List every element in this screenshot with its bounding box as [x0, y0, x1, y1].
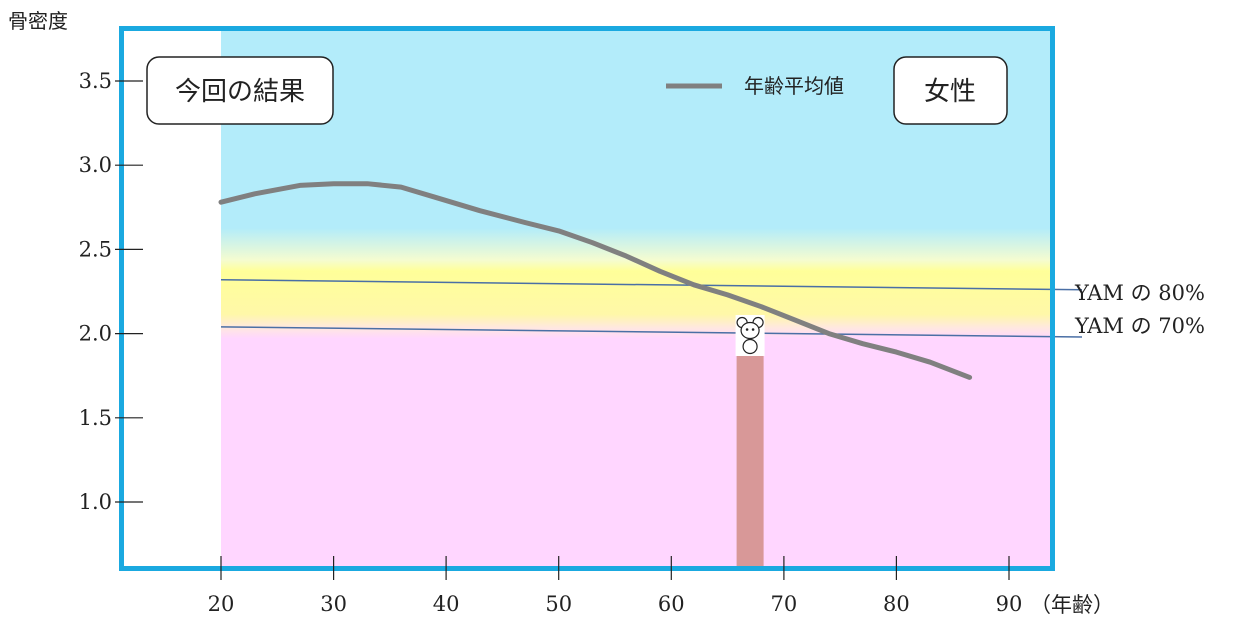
y-tick-label: 2.0	[79, 322, 112, 346]
mascot-icon	[735, 314, 765, 356]
result-marker-group	[735, 314, 765, 568]
result-title: 今回の結果	[175, 77, 305, 107]
gender-box: 女性	[893, 56, 1008, 125]
x-tick-label: 20	[208, 592, 235, 616]
x-tick-label: 30	[320, 592, 347, 616]
y-tick-label: 2.5	[79, 237, 112, 261]
y-axis: 1.0 1.5 2.0 2.5 3.0 3.5	[79, 69, 143, 514]
x-tick-label: 80	[883, 592, 910, 616]
chart-frame	[119, 26, 1055, 571]
ref-label-yam-70: YAM の 70%	[1074, 314, 1205, 338]
ref-label-yam-80: YAM の 80%	[1074, 281, 1205, 305]
reference-line-1	[220, 326, 1083, 338]
result-title-box: 今回の結果	[146, 56, 334, 125]
x-axis-title: （年齢）	[1030, 593, 1114, 617]
x-tick-label: 70	[771, 592, 798, 616]
y-tick-label: 1.0	[79, 490, 112, 514]
x-tick-label: 50	[545, 592, 572, 616]
legend: 年齢平均値	[666, 74, 844, 98]
x-axis: 20 30 40 50 60 70 80 90	[208, 556, 1023, 616]
reference-line-0	[220, 278, 1083, 291]
y-tick-label: 1.5	[79, 406, 112, 430]
series-line-average	[218, 181, 973, 380]
x-tick-label: 60	[658, 592, 685, 616]
legend-label-average: 年齢平均値	[744, 74, 844, 98]
result-bar	[736, 355, 764, 568]
x-tick-label: 40	[433, 592, 460, 616]
x-tick-label: 90	[996, 592, 1023, 616]
gender-label: 女性	[924, 77, 976, 107]
y-axis-title: 骨密度	[8, 9, 68, 33]
y-tick-label: 3.5	[79, 69, 112, 93]
reference-lines	[220, 278, 1083, 338]
y-tick-label: 3.0	[79, 153, 112, 177]
